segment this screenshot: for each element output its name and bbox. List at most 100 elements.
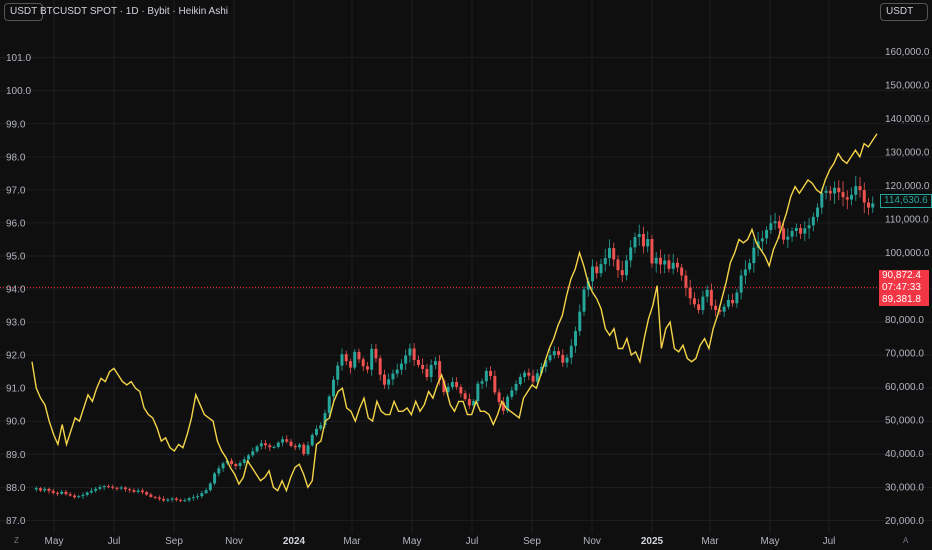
candle-up xyxy=(336,365,340,380)
candle-down xyxy=(620,270,624,276)
current-price-tag: 114,630.6 xyxy=(880,194,932,208)
candle-up xyxy=(506,396,510,411)
candle-up xyxy=(77,496,81,498)
right-axis-tick-label: 60,000.0 xyxy=(885,382,924,393)
candle-down xyxy=(162,498,166,501)
candle-up xyxy=(276,442,280,447)
candle-up xyxy=(535,373,539,382)
left-price-axis[interactable]: 87.0 88.0 89.0 90.0 91.0 92.0 93.0 94.0 95.0 96.0… xyxy=(6,53,31,527)
candle-up xyxy=(663,260,667,265)
candle-up xyxy=(582,289,586,312)
candle-up xyxy=(773,221,777,224)
candle-up xyxy=(136,490,140,492)
candle-up xyxy=(353,351,357,368)
candle-down xyxy=(561,354,565,363)
grid-lines xyxy=(0,0,932,533)
candle-up xyxy=(803,228,807,234)
candle-series xyxy=(34,175,875,503)
left-axis-tick-label: 94.0 xyxy=(6,285,26,296)
candle-up xyxy=(637,233,641,238)
candle-down xyxy=(438,361,442,381)
auto-scale-toggle[interactable]: A xyxy=(903,536,909,545)
left-axis-tick-label: 88.0 xyxy=(6,483,26,494)
left-axis-tick-label: 99.0 xyxy=(6,119,26,130)
candle-up xyxy=(565,357,569,363)
left-axis-tick-label: 92.0 xyxy=(6,351,26,362)
candle-up xyxy=(81,494,85,497)
candle-down xyxy=(132,490,136,492)
candle-down xyxy=(153,496,157,498)
candle-down xyxy=(731,299,735,304)
right-currency-button[interactable]: USDT xyxy=(880,3,928,21)
time-axis-tick-label: May xyxy=(45,536,64,547)
candle-up xyxy=(726,299,730,307)
candle-up xyxy=(208,483,212,491)
candle-up xyxy=(391,373,395,380)
candle-up xyxy=(387,379,391,385)
candle-up xyxy=(183,500,187,502)
candle-down xyxy=(616,259,620,271)
time-axis-tick-label: Mar xyxy=(701,536,719,547)
left-axis-tick-label: 89.0 xyxy=(6,450,26,461)
candle-down xyxy=(680,267,684,276)
candle-up xyxy=(510,390,514,397)
candle-up xyxy=(446,387,450,393)
candle-up xyxy=(748,263,752,270)
candle-up xyxy=(514,384,518,391)
candle-up xyxy=(794,227,798,231)
candle-up xyxy=(633,237,637,248)
candle-down xyxy=(51,490,55,493)
candle-up xyxy=(820,192,824,208)
candle-down xyxy=(64,491,68,495)
timezone-toggle[interactable]: Z xyxy=(14,536,19,545)
candle-up xyxy=(705,289,709,297)
candle-down xyxy=(501,402,505,411)
right-axis-tick-label: 140,000.0 xyxy=(885,114,930,125)
left-currency-button[interactable]: USDT xyxy=(4,3,44,21)
candle-down xyxy=(841,192,845,198)
candle-down xyxy=(416,359,420,365)
candle-up xyxy=(646,239,650,247)
candle-up xyxy=(574,331,578,346)
candle-down xyxy=(709,289,713,306)
candle-up xyxy=(255,446,259,452)
candle-down xyxy=(47,488,51,491)
candle-up xyxy=(221,463,225,469)
time-axis-tick-label: 2025 xyxy=(641,536,664,547)
candle-down xyxy=(595,266,599,274)
candle-down xyxy=(799,227,803,234)
candle-up xyxy=(480,381,484,384)
candle-down xyxy=(718,310,722,312)
candle-up xyxy=(518,376,522,385)
candle-down xyxy=(777,221,781,229)
candle-up xyxy=(242,459,246,464)
candle-down xyxy=(374,348,378,359)
candle-up xyxy=(433,361,437,365)
candle-up xyxy=(578,311,582,332)
candle-up xyxy=(272,446,276,448)
right-axis-tick-label: 80,000.0 xyxy=(885,315,924,326)
right-price-axis[interactable]: 20,000.0 30,000.0 40,000.0 50,000.0 60,000.0… xyxy=(885,47,930,527)
candle-up xyxy=(340,354,344,366)
left-axis-tick-label: 95.0 xyxy=(6,251,26,262)
candle-down xyxy=(828,190,832,194)
time-axis[interactable]: May Jul Sep Nov 2024 Mar May Jul Sep Nov 2025 Mar Ma… xyxy=(45,536,836,547)
candle-up xyxy=(327,396,331,414)
left-axis-tick-label: 98.0 xyxy=(6,152,26,163)
candle-up xyxy=(752,247,756,264)
candle-up xyxy=(854,186,858,195)
candle-up xyxy=(654,257,658,264)
candle-down xyxy=(378,358,382,375)
candle-down xyxy=(68,494,72,496)
candle-up xyxy=(196,496,200,498)
candle-down xyxy=(612,248,616,260)
right-axis-tick-label: 70,000.0 xyxy=(885,348,924,359)
right-axis-tick-label: 110,000.0 xyxy=(885,214,929,225)
left-axis-tick-label: 93.0 xyxy=(6,318,26,329)
candle-up xyxy=(735,292,739,304)
candle-down xyxy=(285,439,289,442)
left-axis-tick-label: 100.0 xyxy=(6,86,31,97)
candle-up xyxy=(217,468,221,474)
candle-down xyxy=(862,190,866,203)
